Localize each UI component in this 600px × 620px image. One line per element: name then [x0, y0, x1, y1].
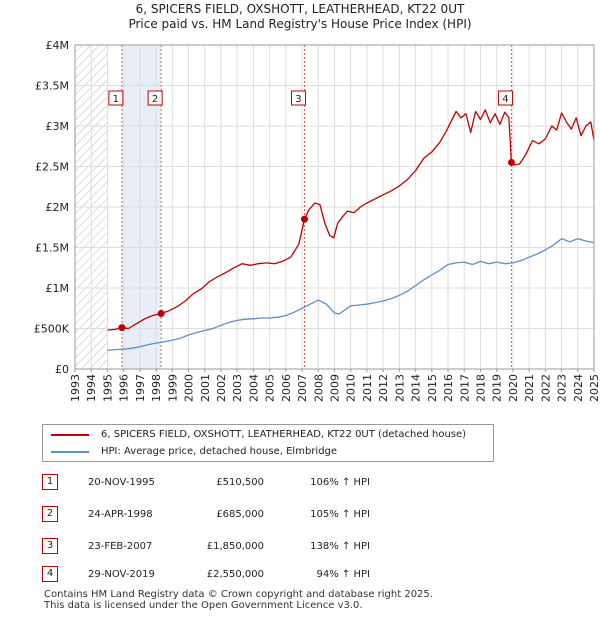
x-tick-label: 2024 — [572, 374, 585, 402]
transaction-point — [157, 310, 165, 318]
x-tick-label: 2022 — [539, 374, 552, 402]
chart-title-line2: Price paid vs. HM Land Registry's House … — [128, 17, 472, 31]
x-tick-label: 2020 — [507, 374, 520, 402]
transaction-point — [118, 324, 126, 332]
x-tick-label: 2016 — [442, 374, 455, 402]
sale-hpi-change: 94% ↑ HPI — [316, 569, 370, 580]
legend-label-hpi: HPI: Average price, detached house, Elmb… — [101, 446, 338, 457]
transaction-label-box — [147, 90, 163, 106]
x-tick-label: 2001 — [199, 374, 212, 402]
sale-number-badge: 4 — [42, 566, 58, 582]
x-tick-label: 1994 — [85, 374, 98, 402]
sale-date: 20-NOV-1995 — [88, 477, 155, 488]
sale-price: £1,850,000 — [206, 541, 264, 552]
y-tick-label: £1M — [46, 282, 70, 295]
y-tick-label: £3M — [46, 120, 70, 133]
transaction-label-box — [497, 90, 513, 106]
y-tick-label: £2M — [46, 201, 70, 214]
transaction-label: 1 — [113, 94, 119, 105]
y-tick-label: £2.5M — [35, 161, 69, 174]
transaction-label-box — [108, 90, 124, 106]
x-tick-label: 2007 — [296, 374, 309, 402]
sale-price: £685,000 — [216, 509, 264, 520]
x-tick-label: 2000 — [183, 374, 196, 402]
x-tick-label: 2025 — [588, 374, 600, 402]
sale-hpi-change: 138% ↑ HPI — [310, 541, 370, 552]
sale-row: 3 23-FEB-2007 £1,850,000 138% ↑ HPI — [42, 538, 462, 556]
x-tick-label: 2012 — [377, 374, 390, 402]
chart-title-line1: 6, SPICERS FIELD, OXSHOTT, LEATHERHEAD, … — [135, 2, 465, 16]
x-tick-label: 2002 — [215, 374, 228, 402]
x-tick-label: 1997 — [134, 374, 147, 402]
y-tick-label: £500K — [34, 323, 70, 336]
x-tick-label: 2008 — [312, 374, 325, 402]
y-tick-label: £3.5M — [35, 80, 69, 93]
x-tick-label: 2019 — [491, 374, 504, 402]
x-tick-label: 1998 — [150, 374, 163, 402]
x-tick-label: 2005 — [264, 374, 277, 402]
x-tick-label: 2015 — [426, 374, 439, 402]
legend: 6, SPICERS FIELD, OXSHOTT, LEATHERHEAD, … — [42, 424, 494, 462]
x-tick-label: 2013 — [393, 374, 406, 402]
transaction-point — [300, 215, 308, 223]
sale-price: £510,500 — [216, 477, 264, 488]
x-tick-label: 2006 — [280, 374, 293, 402]
sale-row: 1 20-NOV-1995 £510,500 106% ↑ HPI — [42, 474, 462, 492]
x-tick-label: 2023 — [556, 374, 569, 402]
x-tick-label: 1993 — [69, 374, 82, 402]
y-tick-label: £4M — [46, 39, 70, 52]
legend-swatch-property — [51, 434, 89, 436]
x-tick-label: 2018 — [474, 374, 487, 402]
x-tick-label: 1999 — [166, 374, 179, 402]
transaction-label: 2 — [152, 94, 158, 105]
x-tick-label: 2011 — [361, 374, 374, 402]
sale-number-badge: 2 — [42, 506, 58, 522]
legend-swatch-hpi — [51, 451, 89, 453]
sale-number-badge: 3 — [42, 538, 58, 554]
sale-date: 23-FEB-2007 — [88, 541, 153, 552]
price-chart: 1 2 3 4 £0 £500K £1M £1.5M £2M £2.5M £3M £3.5M £4M 1… — [34, 39, 600, 402]
footer: Contains HM Land Registry data © Crown c… — [44, 589, 433, 611]
legend-label-property: 6, SPICERS FIELD, OXSHOTT, LEATHERHEAD, … — [101, 429, 467, 440]
x-tick-label: 2009 — [329, 374, 342, 402]
sale-number-badge: 1 — [42, 474, 58, 490]
hpi-line — [107, 237, 595, 352]
x-tick-label: 2021 — [523, 374, 536, 402]
x-tick-label: 2003 — [231, 374, 244, 402]
x-tick-label: 2004 — [247, 374, 260, 402]
sale-hpi-change: 105% ↑ HPI — [310, 509, 370, 520]
transaction-label-box — [290, 90, 306, 106]
transaction-label: 4 — [502, 94, 508, 105]
sale-date: 29-NOV-2019 — [88, 569, 155, 580]
sale-row: 2 24-APR-1998 £685,000 105% ↑ HPI — [42, 506, 462, 524]
transaction-point — [507, 158, 515, 166]
transaction-label: 3 — [295, 94, 301, 105]
x-tick-label: 2010 — [345, 374, 358, 402]
y-tick-label: £0 — [55, 363, 69, 376]
x-tick-label: 1996 — [118, 374, 131, 402]
sale-row: 4 29-NOV-2019 £2,550,000 94% ↑ HPI — [42, 566, 462, 584]
property-price-line — [107, 109, 595, 331]
x-tick-label: 2014 — [410, 374, 423, 402]
sale-date: 24-APR-1998 — [88, 509, 153, 520]
x-tick-label: 2017 — [458, 374, 471, 402]
footer-copyright: Contains HM Land Registry data © Crown c… — [44, 589, 433, 600]
x-tick-label: 1995 — [101, 374, 114, 402]
chart-title: 6, SPICERS FIELD, OXSHOTT, LEATHERHEAD, … — [0, 2, 600, 32]
sale-hpi-change: 106% ↑ HPI — [310, 477, 370, 488]
sale-price: £2,550,000 — [206, 569, 264, 580]
y-tick-label: £1.5M — [35, 242, 69, 255]
footer-licence: This data is licensed under the Open Gov… — [44, 600, 363, 611]
